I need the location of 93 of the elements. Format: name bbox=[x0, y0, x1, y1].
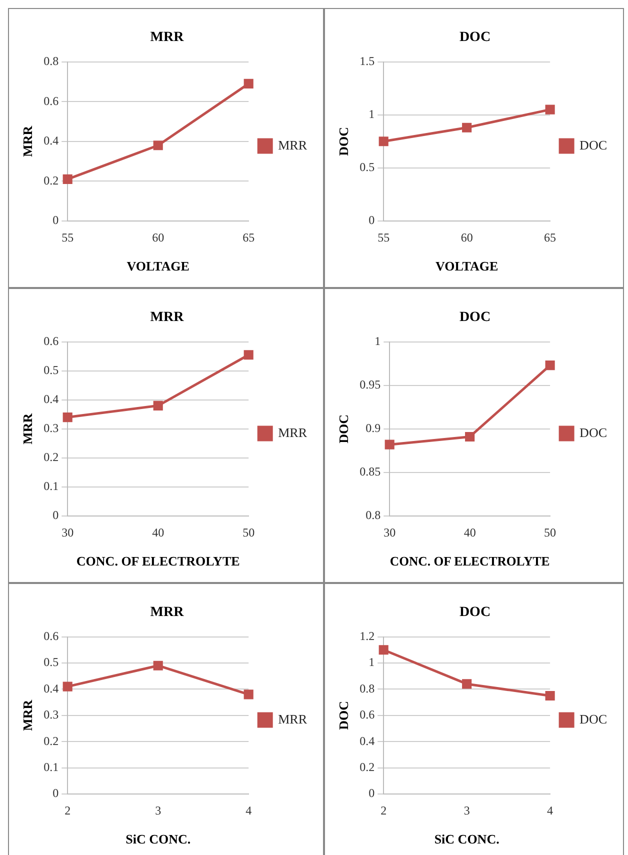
x-tick-label: 4 bbox=[246, 803, 252, 818]
y-axis-title: MRR bbox=[20, 412, 36, 444]
y-tick-label: 1.5 bbox=[360, 54, 375, 68]
chart-title: DOC bbox=[459, 605, 491, 620]
y-tick-label: 0.6 bbox=[44, 334, 59, 348]
x-tick-label: 4 bbox=[547, 803, 554, 818]
point bbox=[384, 440, 394, 450]
y-tick-label: 0 bbox=[52, 213, 59, 228]
legend-label: DOC bbox=[580, 424, 608, 440]
y-tick-label: 0.8 bbox=[366, 508, 381, 522]
point bbox=[462, 122, 472, 132]
point bbox=[378, 645, 388, 655]
point bbox=[244, 78, 254, 88]
legend-label: DOC bbox=[580, 137, 608, 152]
y-axis-title: DOC bbox=[336, 126, 352, 156]
y-tick-label: 0.3 bbox=[44, 708, 59, 722]
y-tick-label: 0.1 bbox=[44, 479, 59, 494]
point bbox=[545, 360, 555, 370]
x-tick-label: 2 bbox=[380, 803, 387, 818]
chart-title: MRR bbox=[150, 30, 185, 46]
x-axis-title: VOLTAGE bbox=[436, 258, 498, 274]
x-axis-title: SiC CONC. bbox=[434, 832, 500, 847]
y-tick-label: 0 bbox=[368, 213, 375, 228]
legend-label: MRR bbox=[278, 137, 308, 152]
point bbox=[62, 412, 72, 422]
x-tick-label: 2 bbox=[64, 803, 71, 818]
point bbox=[153, 660, 163, 670]
y-tick-label: 0.5 bbox=[44, 362, 59, 377]
chart-title: DOC bbox=[459, 310, 491, 326]
y-tick-label: 0.4 bbox=[360, 734, 375, 748]
y-tick-label: 0.95 bbox=[360, 378, 381, 392]
point bbox=[378, 136, 388, 146]
chart-title: MRR bbox=[150, 310, 185, 326]
y-tick-label: 0.5 bbox=[360, 160, 375, 174]
x-axis-title: SiC CONC. bbox=[126, 832, 191, 847]
x-tick-label: 65 bbox=[544, 230, 556, 244]
legend-label: MRR bbox=[278, 711, 308, 726]
y-tick-label: 0.2 bbox=[44, 173, 59, 188]
x-tick-label: 40 bbox=[464, 525, 476, 540]
x-axis-title: CONC. OF ELECTROLYTE bbox=[390, 554, 550, 569]
point bbox=[545, 104, 555, 114]
y-tick-label: 0.2 bbox=[360, 760, 375, 774]
x-axis-title: VOLTAGE bbox=[126, 258, 190, 274]
y-tick-label: 0 bbox=[52, 786, 59, 800]
legend-label: MRR bbox=[278, 424, 308, 440]
y-tick-label: 0.6 bbox=[44, 94, 59, 108]
x-tick-label: 30 bbox=[62, 525, 74, 540]
y-tick-label: 0.4 bbox=[44, 134, 59, 148]
point bbox=[153, 140, 163, 150]
y-axis-title: MRR bbox=[20, 699, 36, 731]
x-tick-label: 65 bbox=[242, 230, 255, 244]
y-tick-label: 0.8 bbox=[44, 54, 59, 68]
y-tick-label: 0.4 bbox=[44, 681, 59, 696]
y-tick-label: 0.3 bbox=[44, 421, 59, 436]
y-axis-title: DOC bbox=[336, 700, 352, 730]
x-tick-label: 60 bbox=[460, 230, 473, 244]
point bbox=[153, 400, 163, 410]
x-axis-title: CONC. OF ELECTROLYTE bbox=[76, 554, 240, 569]
x-tick-label: 30 bbox=[384, 525, 396, 540]
y-tick-label: 0 bbox=[368, 786, 375, 800]
point bbox=[465, 432, 475, 442]
point bbox=[462, 679, 472, 689]
y-axis-title: MRR bbox=[20, 125, 36, 157]
y-tick-label: 0.1 bbox=[44, 760, 59, 774]
y-tick-label: 0.5 bbox=[44, 655, 59, 670]
chart-title: DOC bbox=[459, 30, 491, 46]
x-tick-label: 3 bbox=[155, 803, 162, 818]
y-tick-label: 0.8 bbox=[360, 681, 375, 696]
point bbox=[244, 350, 254, 360]
x-tick-label: 50 bbox=[242, 525, 255, 540]
y-axis-title: DOC bbox=[336, 414, 352, 444]
y-tick-label: 0.85 bbox=[360, 464, 381, 479]
x-tick-label: 50 bbox=[544, 525, 556, 540]
y-tick-label: 1.2 bbox=[360, 628, 375, 643]
y-tick-label: 0.9 bbox=[366, 421, 381, 436]
legend-label: DOC bbox=[580, 711, 608, 726]
y-tick-label: 0.6 bbox=[44, 628, 59, 643]
y-tick-label: 1 bbox=[368, 107, 375, 122]
y-tick-label: 0.2 bbox=[44, 734, 59, 748]
y-tick-label: 0 bbox=[52, 508, 59, 522]
x-tick-label: 40 bbox=[152, 525, 164, 540]
y-tick-label: 0.2 bbox=[44, 450, 59, 464]
y-tick-label: 1 bbox=[368, 655, 375, 670]
x-tick-label: 60 bbox=[152, 230, 164, 244]
x-tick-label: 55 bbox=[62, 230, 74, 244]
x-tick-label: 3 bbox=[464, 803, 470, 818]
y-tick-label: 0.4 bbox=[44, 392, 59, 406]
y-tick-label: 0.6 bbox=[360, 708, 375, 722]
point bbox=[545, 690, 555, 701]
point bbox=[244, 690, 254, 700]
x-tick-label: 55 bbox=[378, 230, 390, 244]
chart-title: MRR bbox=[150, 605, 185, 620]
y-tick-label: 1 bbox=[374, 334, 381, 348]
